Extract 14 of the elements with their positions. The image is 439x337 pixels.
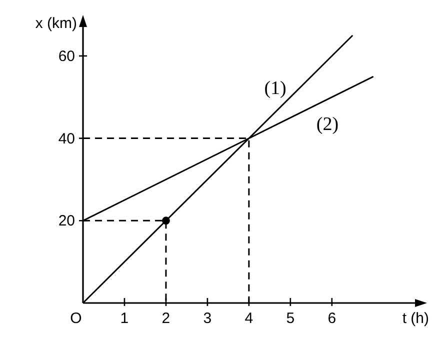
x-tick-label: 1 [120,310,129,327]
x-tick-label: 6 [328,310,336,327]
x-tick-label: 3 [203,310,212,327]
y-tick-label: 60 [58,48,75,65]
x-tick-label: 2 [162,310,170,327]
y-axis-title: x (km) [35,15,77,32]
y-tick-label: 40 [58,130,75,148]
x-tick-label: O [70,310,82,327]
x-tick-label: 4 [244,310,254,327]
series-label: (2) [316,114,339,136]
x-tick-label: 5 [286,310,295,327]
series-label: (1) [264,78,286,100]
x-axis-title: t (h) [402,310,429,327]
y-tick-label: 20 [58,212,75,230]
